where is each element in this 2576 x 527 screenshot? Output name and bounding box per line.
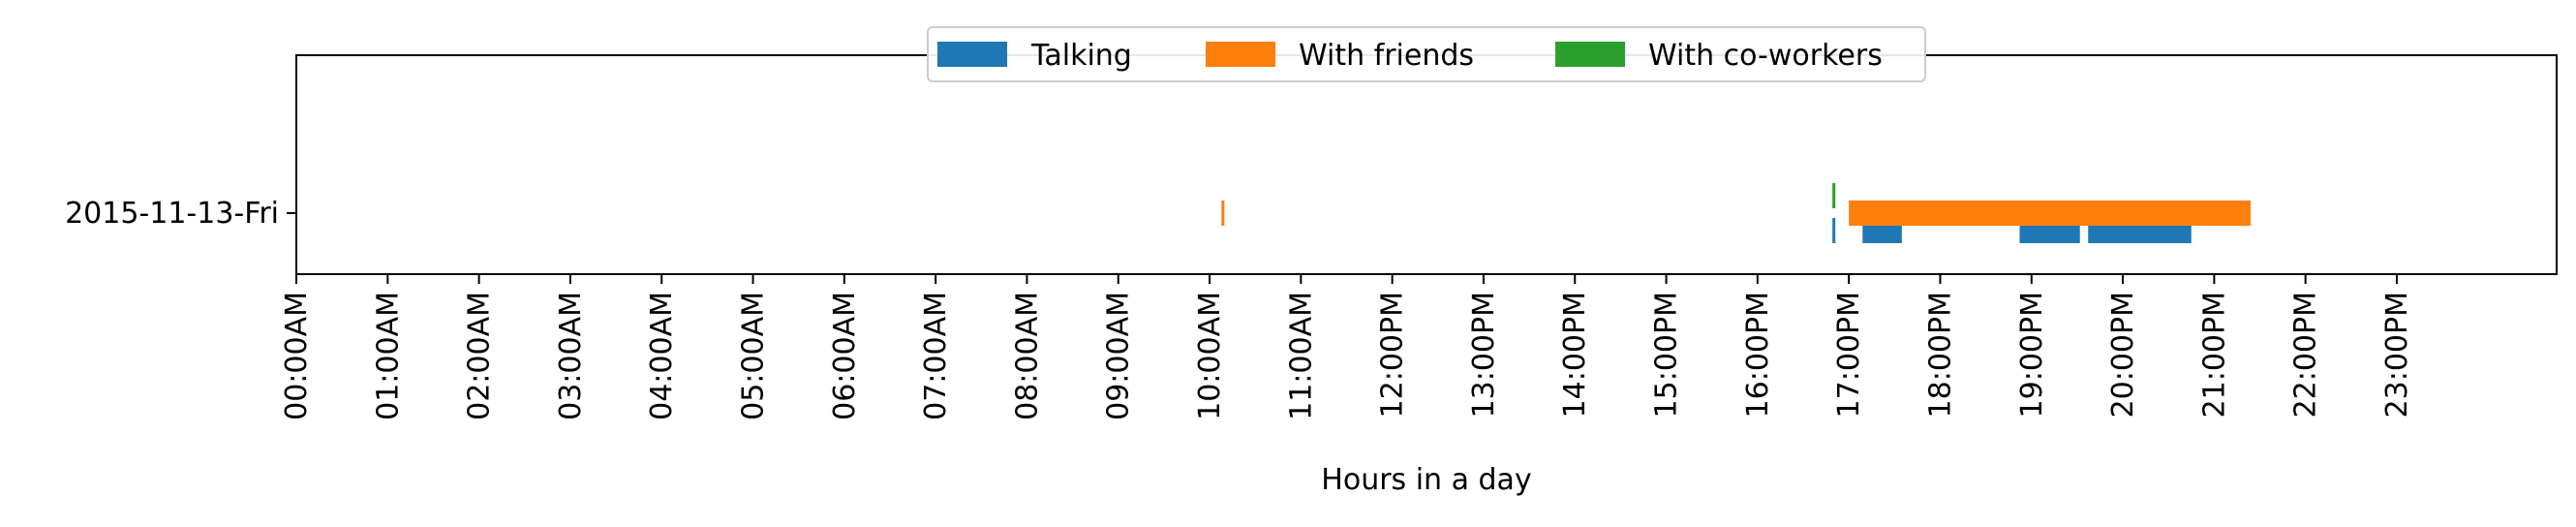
x-tick-label: 23:00PM <box>2380 292 2414 418</box>
x-tick-label: 12:00PM <box>1376 292 1410 418</box>
legend-frame <box>927 26 1926 82</box>
x-tick-label: 06:00AM <box>828 292 862 420</box>
bar-with-friends-1 <box>1849 201 2252 226</box>
legend-swatch-with-friends <box>1206 42 1275 67</box>
x-tick-label: 20:00PM <box>2106 292 2140 418</box>
bar-with-friends-0 <box>1221 201 1225 226</box>
x-tick-label: 13:00PM <box>1467 292 1501 418</box>
x-tick-label: 21:00PM <box>2197 292 2231 418</box>
x-tick-label: 19:00PM <box>2015 292 2049 418</box>
y-axis: 2015-11-13-Fri <box>65 197 296 231</box>
x-tick-label: 11:00AM <box>1284 292 1318 420</box>
x-tick-label: 03:00AM <box>554 292 588 420</box>
x-axis-label: Hours in a day <box>1321 463 1531 497</box>
marks-layer <box>1221 183 2252 243</box>
legend-label-with-co-workers: With co-workers <box>1648 39 1883 73</box>
legend-swatch-with-co-workers <box>1555 42 1625 67</box>
x-tick-label: 17:00PM <box>1832 292 1866 418</box>
legend-swatch-talking <box>937 42 1007 67</box>
x-tick-label: 22:00PM <box>2289 292 2323 418</box>
x-tick-label: 14:00PM <box>1558 292 1592 418</box>
bar-with-co-workers-0 <box>1832 183 1836 208</box>
legend-label-talking: Talking <box>1030 39 1132 73</box>
legend: Talking With friends With co-workers <box>927 26 1926 82</box>
x-tick-label: 00:00AM <box>280 292 314 420</box>
y-tick-label: 2015-11-13-Fri <box>65 197 279 231</box>
x-tick-label: 04:00AM <box>645 292 679 420</box>
x-tick-label: 16:00PM <box>1741 292 1775 418</box>
legend-label-with-friends: With friends <box>1299 39 1474 73</box>
x-tick-label: 15:00PM <box>1650 292 1684 418</box>
x-tick-label: 08:00AM <box>1010 292 1044 420</box>
x-axis: 00:00AM 01:00AM 02:00AM 03:00AM 04:00AM 05:00… <box>280 274 2414 420</box>
plot-frame <box>295 54 2558 275</box>
x-tick-label: 01:00AM <box>371 292 405 420</box>
x-tick-label: 05:00AM <box>737 292 771 420</box>
x-tick-label: 07:00AM <box>919 292 953 420</box>
x-tick-label: 02:00AM <box>463 292 497 420</box>
x-tick-label: 09:00AM <box>1102 292 1136 420</box>
x-tick-label: 18:00PM <box>1923 292 1957 418</box>
x-tick-label: 10:00AM <box>1193 292 1227 420</box>
bar-talking-0 <box>1832 218 1836 243</box>
